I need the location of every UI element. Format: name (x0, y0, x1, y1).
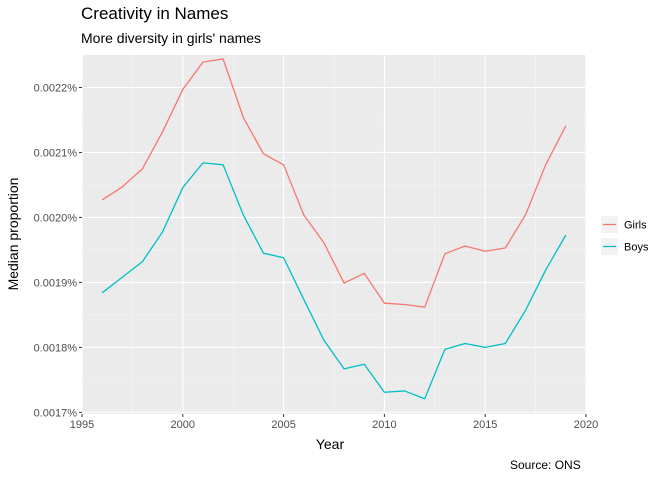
axes: 1995 2000 2005 2010 2015 2020 0.0017% 0.0018% 0.… (34, 82, 599, 431)
series-line-boys (101, 162, 567, 400)
legend-label-boys: Boys (624, 242, 649, 254)
chart-title: Creativity in Names (81, 4, 229, 23)
chart-subtitle: More diversity in girls' names (81, 30, 262, 46)
series-lines (101, 58, 567, 400)
x-tick-label: 2005 (271, 419, 295, 431)
y-tick-label: 0.0022% (34, 82, 78, 94)
legend: Girls Boys (601, 216, 649, 255)
series-line-girls (101, 58, 567, 308)
legend-label-girls: Girls (624, 220, 647, 232)
chart-caption: Source: ONS (510, 458, 581, 472)
y-tick-label: 0.0019% (34, 277, 78, 289)
y-tick-label: 0.0017% (34, 407, 78, 419)
x-axis-title: Year (316, 436, 345, 452)
y-tick-label: 0.0020% (34, 212, 78, 224)
x-tick-label: 2015 (473, 419, 497, 431)
y-tick-label: 0.0018% (34, 342, 78, 354)
x-tick-label: 2020 (574, 419, 598, 431)
y-tick-label: 0.0021% (34, 147, 78, 159)
x-tick-label: 2000 (171, 419, 195, 431)
x-tick-label: 2010 (372, 419, 396, 431)
x-tick-label: 1995 (70, 419, 94, 431)
gridlines (81, 55, 587, 414)
y-axis-title: Median proportion (5, 178, 21, 291)
